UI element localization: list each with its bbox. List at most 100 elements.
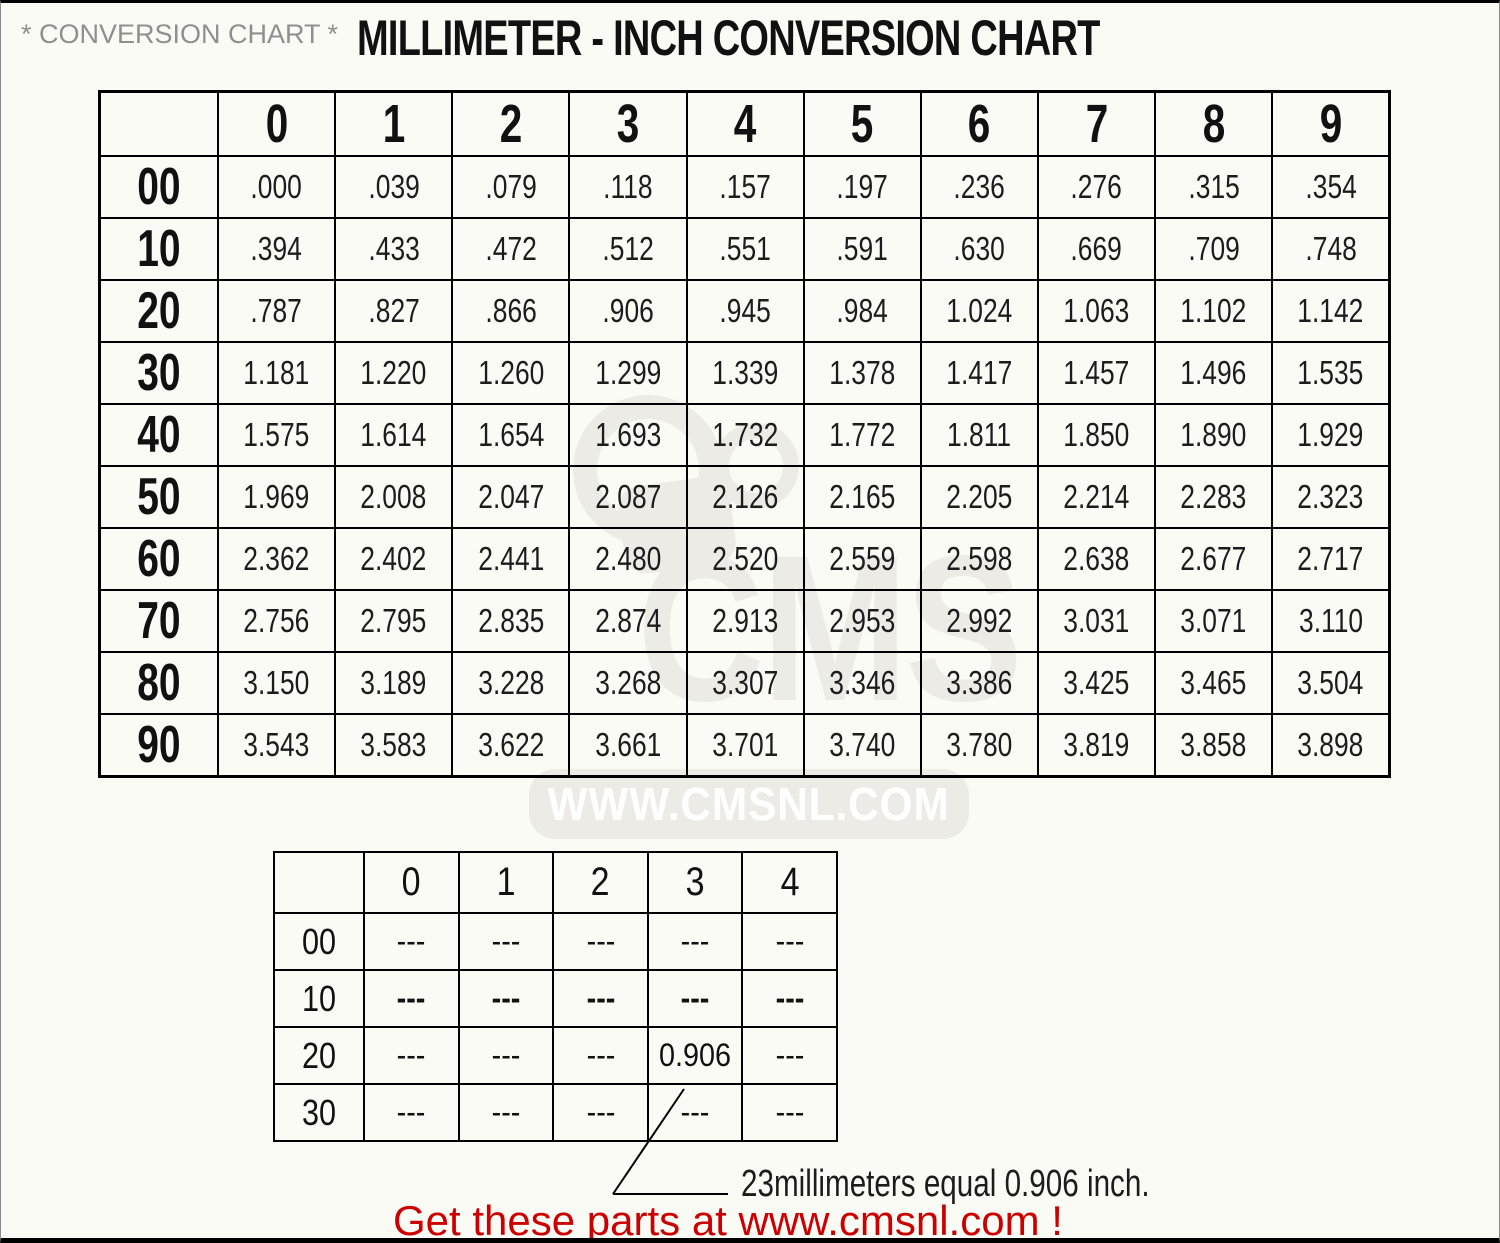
- value-cell: 2.598: [919, 527, 1039, 591]
- conversion-chart-label: * CONVERSION CHART *: [21, 19, 339, 49]
- col-header: 5: [802, 90, 922, 157]
- value-cell: 3.661: [568, 713, 688, 778]
- value-cell: .827: [334, 279, 454, 343]
- value-cell: ---: [363, 969, 460, 1028]
- value-cell: 1.378: [802, 341, 922, 405]
- value-cell: .157: [685, 155, 805, 219]
- value-cell: .551: [685, 217, 805, 281]
- value-cell: 2.362: [216, 527, 337, 591]
- value-cell: 3.504: [1271, 651, 1391, 715]
- value-cell: 2.638: [1036, 527, 1157, 591]
- table-row: 60 2.362 2.402 2.441 2.480 2.520 2.559 2.598 2.6…: [98, 527, 1391, 591]
- value-cell: .315: [1154, 155, 1274, 219]
- col-header: 9: [1271, 90, 1391, 157]
- value-cell: 2.677: [1154, 527, 1274, 591]
- table-row: 80 3.150 3.189 3.228 3.268 3.307 3.346 3.386 3.4…: [98, 651, 1391, 715]
- value-cell: .709: [1154, 217, 1274, 281]
- value-cell: 2.756: [216, 589, 337, 653]
- value-cell: 3.346: [802, 651, 922, 715]
- value-cell: 1.299: [568, 341, 688, 405]
- value-cell: ---: [552, 912, 649, 971]
- value-cell: .354: [1271, 155, 1391, 219]
- col-header: 3: [568, 90, 688, 157]
- value-cell: ---: [457, 1083, 555, 1142]
- example-lookup-table: 0 1 2 3 4 00 --- --- --- --- --- 10 --- --- --- --- --- 2…: [273, 851, 838, 1142]
- value-cell: .079: [451, 155, 571, 219]
- value-cell: 2.953: [802, 589, 922, 653]
- value-cell: 3.701: [685, 713, 805, 778]
- value-cell: 3.228: [451, 651, 571, 715]
- value-cell: ---: [741, 1083, 838, 1142]
- value-cell: 2.323: [1271, 465, 1391, 529]
- value-cell: 3.622: [451, 713, 571, 778]
- table-row: 40 1.575 1.614 1.654 1.693 1.732 1.772 1.811 1.8…: [98, 403, 1391, 467]
- col-header: 1: [457, 851, 555, 914]
- row-label: 00: [98, 155, 219, 219]
- value-cell: ---: [552, 1083, 649, 1142]
- value-cell: 3.268: [568, 651, 688, 715]
- value-cell: 3.465: [1154, 651, 1274, 715]
- value-cell: ---: [646, 969, 744, 1028]
- value-cell: .276: [1036, 155, 1157, 219]
- row-label: 20: [273, 1026, 365, 1085]
- col-header: 2: [451, 90, 571, 157]
- value-cell: 3.386: [919, 651, 1039, 715]
- value-cell: .512: [568, 217, 688, 281]
- corner-cell: [273, 851, 365, 914]
- row-label: 60: [98, 527, 219, 591]
- value-cell: 2.480: [568, 527, 688, 591]
- value-cell: 0.906: [646, 1026, 744, 1085]
- value-cell: 3.780: [919, 713, 1039, 778]
- value-cell: .236: [919, 155, 1039, 219]
- value-cell: .197: [802, 155, 922, 219]
- value-cell: 1.181: [216, 341, 337, 405]
- value-cell: 1.063: [1036, 279, 1157, 343]
- value-cell: 1.811: [919, 403, 1039, 467]
- value-cell: 1.024: [919, 279, 1039, 343]
- table-row: 30 --- --- --- --- ---: [273, 1083, 838, 1142]
- value-cell: 3.819: [1036, 713, 1157, 778]
- value-cell: ---: [741, 1026, 838, 1085]
- value-cell: 2.205: [919, 465, 1039, 529]
- table-row: 20 --- --- --- 0.906 ---: [273, 1026, 838, 1085]
- value-cell: 3.898: [1271, 713, 1391, 778]
- value-cell: 3.307: [685, 651, 805, 715]
- value-cell: 3.071: [1154, 589, 1274, 653]
- value-cell: 1.614: [334, 403, 454, 467]
- row-label: 70: [98, 589, 219, 653]
- value-cell: ---: [741, 912, 838, 971]
- annotation-text: 23millimeters equal 0.906 inch.: [741, 1163, 1150, 1205]
- value-cell: 2.874: [568, 589, 688, 653]
- value-cell: .039: [334, 155, 454, 219]
- value-cell: 3.189: [334, 651, 454, 715]
- value-cell: 2.559: [802, 527, 922, 591]
- col-header: 3: [646, 851, 744, 914]
- table-row: 90 3.543 3.583 3.622 3.661 3.701 3.740 3.780 3.8…: [98, 713, 1391, 778]
- value-cell: 2.165: [802, 465, 922, 529]
- footer-link[interactable]: Get these parts at www.cmsnl.com !: [393, 1197, 1063, 1243]
- row-label: 90: [98, 713, 219, 778]
- value-cell: 1.850: [1036, 403, 1157, 467]
- col-header: 7: [1036, 90, 1157, 157]
- value-cell: 1.969: [216, 465, 337, 529]
- value-cell: .000: [216, 155, 337, 219]
- value-cell: 2.520: [685, 527, 805, 591]
- corner-cell: [98, 90, 219, 157]
- value-cell: .866: [451, 279, 571, 343]
- value-cell: 2.835: [451, 589, 571, 653]
- value-cell: ---: [552, 1026, 649, 1085]
- value-cell: 3.425: [1036, 651, 1157, 715]
- col-header: 8: [1154, 90, 1274, 157]
- value-cell: 2.717: [1271, 527, 1391, 591]
- col-header: 4: [685, 90, 805, 157]
- col-header: 0: [216, 90, 337, 157]
- value-cell: 1.575: [216, 403, 337, 467]
- row-label: 30: [273, 1083, 365, 1142]
- row-label: 40: [98, 403, 219, 467]
- value-cell: 1.654: [451, 403, 571, 467]
- value-cell: 2.913: [685, 589, 805, 653]
- value-cell: .630: [919, 217, 1039, 281]
- mm-inch-conversion-table: 0 1 2 3 4 5 6 7 8 9 00.000.039.079.118.157.197.236…: [98, 90, 1391, 778]
- row-label: 00: [273, 912, 365, 971]
